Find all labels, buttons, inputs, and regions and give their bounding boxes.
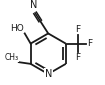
Text: CH₃: CH₃ [4,53,18,62]
Text: HO: HO [10,24,24,33]
Text: F: F [87,39,92,48]
Text: F: F [75,53,80,62]
Text: F: F [75,25,80,34]
Text: N: N [30,0,37,10]
Text: N: N [45,69,52,79]
